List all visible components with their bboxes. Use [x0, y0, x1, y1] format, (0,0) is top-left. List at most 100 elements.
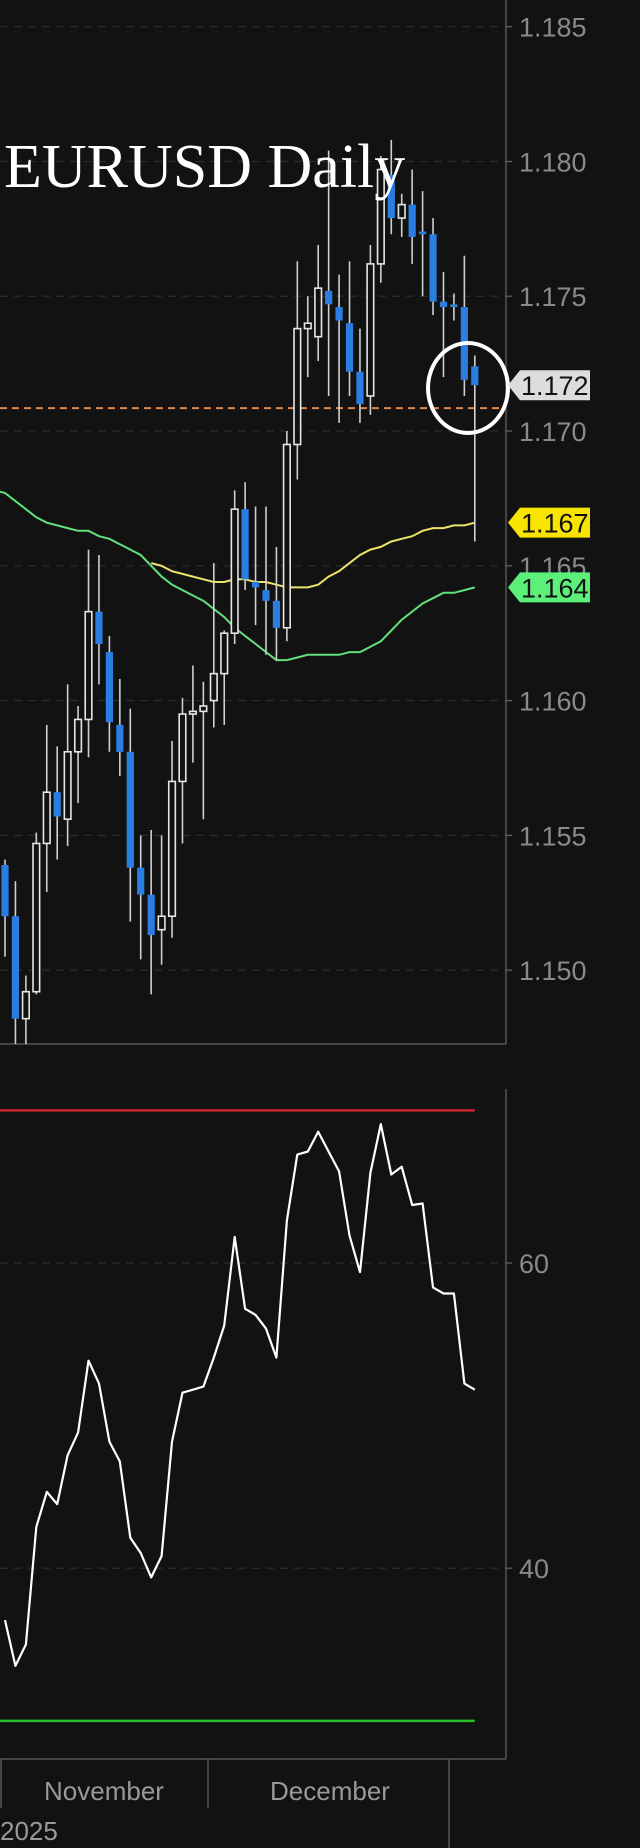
- candle-body-bullish: [397, 203, 406, 219]
- candle: [408, 169, 416, 264]
- candle: [376, 156, 385, 283]
- candle-body-bullish: [42, 791, 51, 845]
- candle-body-bullish: [63, 750, 72, 820]
- candle-body-bearish: [262, 590, 270, 601]
- year-label: 2025: [0, 1816, 58, 1846]
- candle-body-bearish: [147, 894, 155, 936]
- candle: [314, 245, 323, 361]
- candle-body-bearish: [429, 234, 437, 302]
- month-label: November: [44, 1776, 164, 1806]
- candle: [262, 506, 270, 655]
- candle-body-bullish: [366, 263, 375, 397]
- candle-body-bullish: [293, 327, 302, 446]
- indicator-line: [3, 1123, 476, 1667]
- candle: [209, 563, 218, 728]
- candle: [272, 546, 281, 661]
- candle-body-bullish: [303, 322, 312, 330]
- candle: [137, 835, 145, 960]
- candle: [450, 293, 458, 321]
- candle-body-bullish: [230, 508, 239, 634]
- candle: [116, 679, 124, 777]
- candle-body-bearish: [126, 751, 134, 868]
- candle-body-bullish: [209, 672, 218, 702]
- candle: [335, 274, 343, 423]
- candle-body-bearish: [335, 307, 343, 321]
- candle: [105, 635, 113, 752]
- candle-body-bullish: [84, 610, 93, 721]
- price-tag: [508, 572, 590, 603]
- candle-body-bearish: [116, 724, 124, 752]
- fast-moving-average-line: [150, 521, 476, 589]
- candle: [42, 724, 51, 892]
- candle: [1, 859, 9, 957]
- candle-body-bearish: [471, 366, 479, 386]
- chart-title: EURUSD Daily: [4, 133, 406, 201]
- candle-body-bearish: [241, 509, 249, 580]
- candle: [397, 193, 406, 237]
- candle: [53, 746, 61, 860]
- month-label: December: [270, 1776, 390, 1806]
- candle-body-bearish: [345, 323, 354, 372]
- price-tag: [508, 507, 590, 538]
- price-tick-label: 1.185: [519, 13, 587, 43]
- candle-body-bearish: [105, 652, 113, 723]
- candle: [21, 975, 30, 1044]
- candle-body-bearish: [53, 792, 61, 817]
- price-tick-label: 1.150: [519, 956, 587, 986]
- candle: [32, 832, 41, 995]
- candle: [356, 328, 364, 423]
- candle: [471, 355, 479, 542]
- candle-body-bullish: [188, 710, 198, 715]
- candle-body-bearish: [272, 600, 281, 628]
- price-tag-label: 1.164: [521, 573, 589, 603]
- candle-body-bullish: [73, 718, 83, 753]
- candle-body-bearish: [137, 867, 145, 895]
- candle-body-bearish: [251, 581, 260, 588]
- candle: [220, 630, 229, 725]
- candle: [241, 482, 249, 591]
- candle: [147, 829, 155, 995]
- candle: [419, 191, 427, 297]
- candle: [178, 697, 187, 844]
- candle-body-bearish: [450, 304, 458, 308]
- price-tag: [508, 370, 590, 401]
- candle: [11, 881, 20, 1044]
- price-tag-label: 1.172: [521, 371, 589, 401]
- candle-body-bullish: [178, 713, 187, 783]
- candle: [460, 255, 468, 396]
- candle-body-bearish: [419, 231, 427, 235]
- candle-body-bearish: [387, 174, 395, 219]
- candle-body-bullish: [167, 780, 177, 918]
- price-tag-label: 1.167: [521, 509, 589, 539]
- candle: [429, 218, 437, 316]
- price-tick-label: 1.180: [519, 147, 587, 177]
- candle-body-bullish: [282, 443, 291, 629]
- candle: [188, 665, 198, 763]
- candle: [95, 555, 103, 685]
- candle-body-bearish: [95, 611, 103, 644]
- candle-body-bullish: [199, 705, 208, 713]
- candle-body-bullish: [376, 168, 385, 265]
- candle: [251, 506, 260, 626]
- annotation-circle: [426, 341, 510, 435]
- candle: [126, 708, 134, 922]
- candle: [73, 705, 83, 804]
- candle-body-bearish: [11, 916, 20, 1019]
- candle: [84, 549, 93, 758]
- indicator-tick-label: 40: [519, 1554, 549, 1584]
- candle-body-bearish: [1, 865, 9, 917]
- candle: [303, 296, 312, 378]
- indicator-tick-label: 60: [519, 1249, 549, 1279]
- candle: [293, 261, 302, 480]
- candle: [387, 139, 395, 235]
- price-tick-label: 1.175: [519, 282, 587, 312]
- candle: [366, 245, 375, 415]
- candle-body-bullish: [314, 287, 323, 338]
- candle-body-bearish: [439, 301, 448, 308]
- candle-body-bearish: [356, 371, 364, 405]
- candle: [230, 490, 239, 644]
- candle-body-bearish: [408, 204, 416, 237]
- candle-body-bullish: [220, 632, 229, 675]
- candle: [325, 150, 333, 396]
